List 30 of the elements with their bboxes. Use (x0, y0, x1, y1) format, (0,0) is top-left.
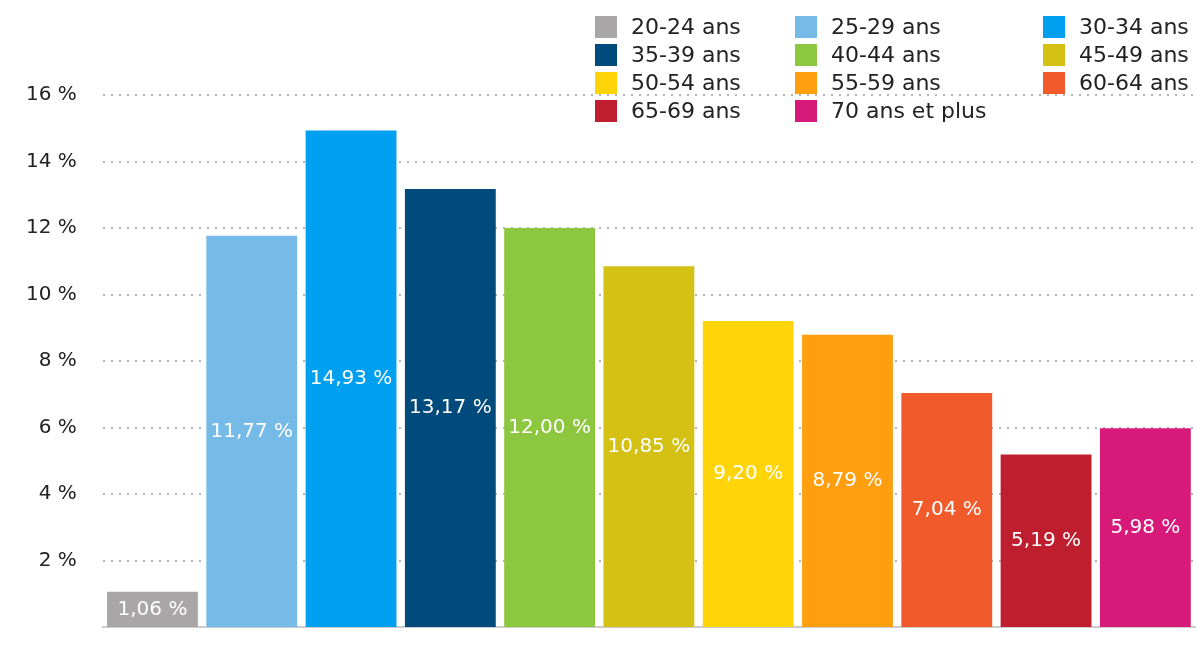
data-label: 12,00 % (508, 413, 591, 438)
data-label: 5,19 % (1011, 526, 1082, 551)
data-label: 11,77 % (210, 417, 294, 442)
data-label: 5,98 % (1110, 513, 1181, 538)
data-label: 7,04 % (911, 496, 982, 521)
legend-label: 45-49 ans (1079, 42, 1189, 67)
legend-label: 65-69 ans (631, 98, 741, 123)
legend-label: 50-54 ans (631, 70, 741, 95)
y-tick-label: 6 % (38, 413, 77, 438)
data-label: 10,85 % (607, 432, 691, 457)
legend-label: 30-34 ans (1079, 14, 1189, 39)
y-tick-label: 2 % (38, 546, 77, 571)
legend-label: 60-64 ans (1079, 70, 1189, 95)
data-label: 14,93 % (309, 364, 393, 389)
legend-label: 55-59 ans (831, 70, 941, 95)
data-label: 1,06 % (117, 595, 188, 620)
legend-label: 70 ans et plus (831, 98, 987, 123)
data-label: 8,79 % (812, 467, 883, 492)
y-tick-label: 16 % (26, 81, 77, 106)
y-tick-label: 8 % (38, 347, 77, 372)
legend-label: 25-29 ans (831, 14, 941, 39)
legend-label: 20-24 ans (631, 14, 741, 39)
legend-label: 40-44 ans (831, 42, 941, 67)
y-tick-label: 10 % (26, 280, 77, 305)
data-label: 13,17 % (409, 394, 492, 419)
y-tick-label: 14 % (26, 147, 77, 172)
data-label: 9,20 % (713, 460, 784, 485)
legend-label: 35-39 ans (631, 42, 741, 67)
y-tick-label: 4 % (38, 480, 77, 505)
y-tick-label: 12 % (26, 214, 77, 239)
